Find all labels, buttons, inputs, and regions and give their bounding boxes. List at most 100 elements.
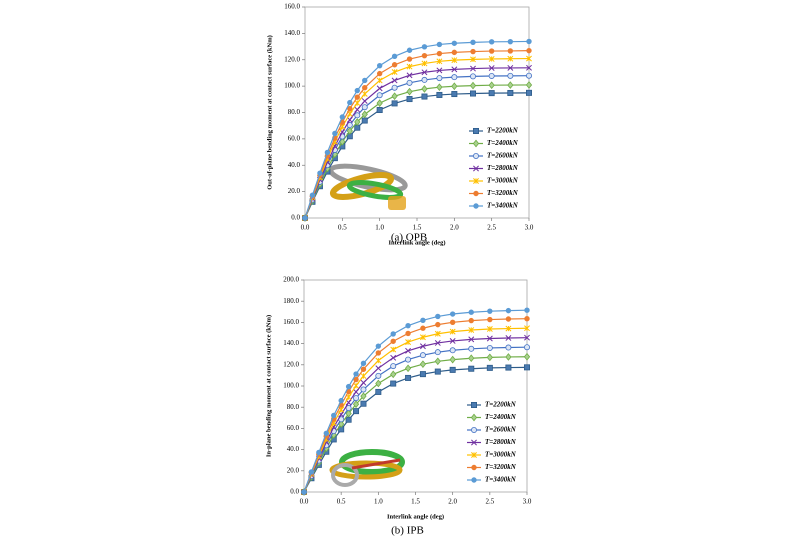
marker xyxy=(391,92,398,100)
marker xyxy=(390,331,396,337)
marker xyxy=(375,357,382,364)
marker xyxy=(354,100,361,106)
marker xyxy=(449,347,456,354)
marker xyxy=(421,52,428,59)
marker xyxy=(361,104,368,111)
marker xyxy=(507,48,514,54)
marker xyxy=(308,469,315,475)
marker xyxy=(360,373,367,379)
legend-label: T=2800kN xyxy=(485,438,517,446)
marker xyxy=(486,344,493,351)
marker xyxy=(505,307,512,314)
marker xyxy=(404,364,412,373)
marker xyxy=(505,335,512,341)
plot-frame xyxy=(303,279,528,493)
y-tick-label: 40.0 xyxy=(287,445,300,453)
marker xyxy=(301,489,307,495)
marker xyxy=(302,215,308,221)
marker xyxy=(391,53,398,60)
marker xyxy=(488,39,495,45)
legend-label: T=3400kN xyxy=(485,476,517,484)
legend-marker xyxy=(471,439,477,446)
marker xyxy=(360,360,367,367)
marker xyxy=(406,63,413,70)
marker xyxy=(345,383,352,390)
marker xyxy=(390,354,397,361)
marker xyxy=(390,338,396,344)
y-tick-label: 80.0 xyxy=(287,403,300,411)
marker xyxy=(390,380,397,387)
marker xyxy=(451,40,458,46)
marker xyxy=(470,39,476,46)
legend-label: T=2400kN xyxy=(485,413,517,421)
marker xyxy=(470,65,476,72)
marker xyxy=(361,90,368,97)
marker xyxy=(434,357,441,366)
marker xyxy=(405,330,411,337)
marker xyxy=(331,412,337,419)
legend-label: T=2200kN xyxy=(485,401,517,409)
y-tick-label: 0.0 xyxy=(291,214,300,222)
marker xyxy=(435,313,441,320)
marker xyxy=(420,325,426,331)
marker xyxy=(347,105,353,112)
x-tick-label: 1.0 xyxy=(374,498,383,506)
legend-marker xyxy=(470,426,477,433)
marker xyxy=(488,90,495,97)
marker xyxy=(451,66,458,73)
marker xyxy=(436,91,443,98)
legend-label: T=2800kN xyxy=(487,164,519,172)
caption: (b) IPB xyxy=(391,525,424,536)
marker xyxy=(421,85,428,93)
marker xyxy=(406,87,413,96)
marker xyxy=(354,124,361,131)
marker xyxy=(526,89,533,96)
x-axis-label: Interlink angle (deg) xyxy=(388,239,445,246)
marker xyxy=(376,106,383,113)
marker xyxy=(526,47,532,54)
x-tick-label: 2.5 xyxy=(487,224,496,232)
legend-marker xyxy=(470,401,477,408)
marker xyxy=(488,56,495,62)
marker xyxy=(488,48,495,54)
marker xyxy=(451,82,458,91)
marker xyxy=(406,96,413,103)
marker xyxy=(376,85,383,92)
marker xyxy=(375,365,382,372)
x-tick-label: 2.0 xyxy=(450,224,459,232)
marker xyxy=(345,409,352,418)
marker xyxy=(376,70,383,77)
marker xyxy=(362,85,368,91)
marker xyxy=(507,81,514,89)
marker xyxy=(346,127,353,135)
y-tick-label: 200.0 xyxy=(283,276,299,284)
marker xyxy=(486,335,493,342)
y-tick-label: 60.0 xyxy=(288,134,301,142)
marker xyxy=(375,343,382,349)
marker xyxy=(505,364,512,371)
marker xyxy=(524,315,530,322)
marker xyxy=(354,106,361,113)
x-tick-label: 2.5 xyxy=(485,498,494,506)
inset-opb xyxy=(328,163,408,210)
marker xyxy=(470,56,476,63)
y-axis-label: Out-of-plane bending moment at contact s… xyxy=(266,35,273,190)
legend-marker xyxy=(471,477,477,483)
marker xyxy=(449,311,456,317)
marker xyxy=(362,77,368,84)
marker xyxy=(332,130,338,137)
marker xyxy=(375,350,382,356)
legend-marker xyxy=(470,413,478,422)
x-tick-label: 1.5 xyxy=(411,498,420,506)
marker xyxy=(406,72,413,79)
marker xyxy=(507,89,514,96)
marker xyxy=(507,38,514,45)
y-tick-label: 60.0 xyxy=(287,424,300,432)
marker xyxy=(449,328,456,335)
marker xyxy=(317,170,323,176)
marker xyxy=(419,343,426,350)
marker xyxy=(360,400,367,407)
marker xyxy=(376,62,383,69)
marker xyxy=(486,353,493,362)
legend-label: T=3200kN xyxy=(485,463,517,471)
